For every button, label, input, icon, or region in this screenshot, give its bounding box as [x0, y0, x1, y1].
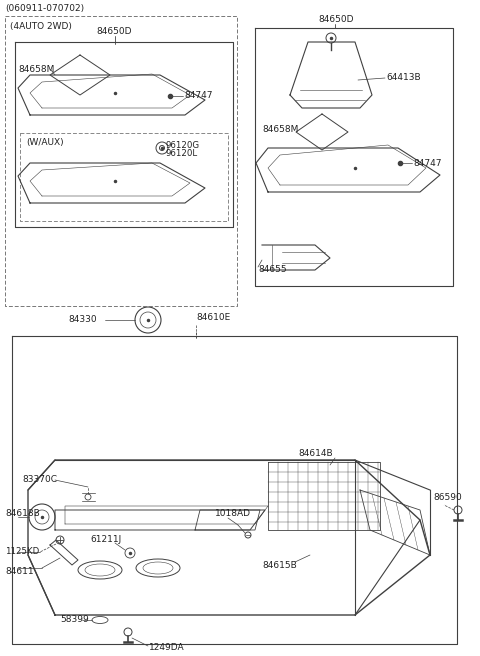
Text: (4AUTO 2WD): (4AUTO 2WD): [10, 22, 72, 30]
Text: 58399: 58399: [60, 615, 89, 625]
Text: 84747: 84747: [413, 159, 442, 167]
Text: 84650D: 84650D: [96, 28, 132, 37]
Text: 84747: 84747: [184, 91, 213, 100]
Text: 1249DA: 1249DA: [149, 644, 185, 653]
Text: 1018AD: 1018AD: [215, 508, 251, 518]
Text: 96120G: 96120G: [165, 140, 199, 150]
Text: (W/AUX): (W/AUX): [26, 138, 64, 146]
Text: (060911-070702): (060911-070702): [5, 3, 84, 12]
Text: 61211J: 61211J: [90, 535, 121, 544]
Text: 83370C: 83370C: [22, 474, 57, 483]
Text: 84330: 84330: [68, 316, 96, 325]
Text: 96120L: 96120L: [165, 148, 197, 157]
Text: 64413B: 64413B: [386, 73, 420, 83]
Text: 86590: 86590: [433, 493, 462, 502]
Text: 84655: 84655: [258, 266, 287, 274]
Text: 84611: 84611: [5, 567, 34, 577]
Text: 84615B: 84615B: [262, 560, 297, 569]
Text: 84614B: 84614B: [298, 449, 333, 457]
Text: 1125KD: 1125KD: [5, 548, 39, 556]
Text: 84658M: 84658M: [262, 125, 299, 134]
Text: 84650D: 84650D: [318, 16, 353, 24]
Text: 84610E: 84610E: [196, 314, 230, 323]
Text: 84658M: 84658M: [18, 66, 54, 75]
Text: 84618B: 84618B: [5, 508, 40, 518]
